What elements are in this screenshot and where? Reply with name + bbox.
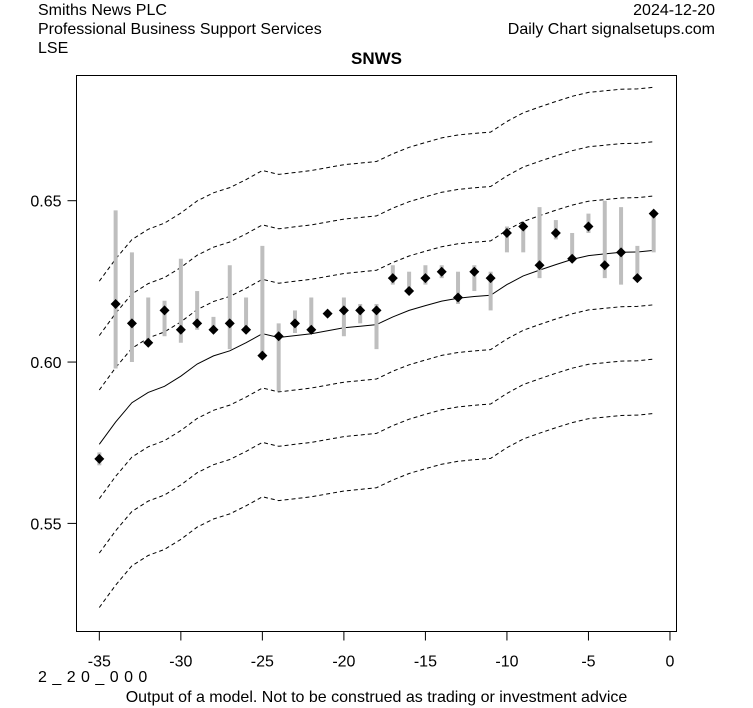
- close-marker: [648, 208, 659, 219]
- close-marker: [94, 453, 105, 464]
- model-code: 2 _ 2 0 _ 0 0 0: [38, 669, 148, 686]
- header-left: Smiths News PLC Professional Business Su…: [38, 1, 322, 58]
- close-marker: [387, 273, 398, 284]
- chart-source: Daily Chart signalsetups.com: [507, 21, 715, 38]
- chart-date: 2024-12-20: [633, 2, 715, 19]
- y-tick-label: 0.60: [30, 355, 61, 372]
- close-marker: [110, 298, 121, 309]
- y-axis: 0.55 0.60 0.65: [30, 194, 77, 533]
- x-tick-label: -5: [581, 654, 595, 671]
- close-marker: [534, 260, 545, 271]
- close-marker: [159, 305, 170, 316]
- x-tick-label: -20: [332, 654, 355, 671]
- sector-name: Professional Business Support Services: [38, 21, 322, 38]
- close-marker: [126, 318, 137, 329]
- close-marker: [241, 324, 252, 335]
- close-marker: [550, 227, 561, 238]
- close-markers: [94, 208, 659, 464]
- x-axis: -35 -30 -25 -20 -15 -10 -5 0: [88, 631, 675, 671]
- band-line-minus1: [98, 304, 654, 499]
- company-name: Smiths News PLC: [38, 2, 167, 19]
- close-marker: [306, 324, 317, 335]
- close-marker: [355, 305, 366, 316]
- close-marker: [322, 308, 333, 319]
- x-tick-label: 0: [666, 654, 675, 671]
- close-marker: [371, 305, 382, 316]
- close-marker: [469, 266, 480, 277]
- close-marker: [420, 273, 431, 284]
- close-marker: [175, 324, 186, 335]
- close-marker: [485, 273, 496, 284]
- close-marker: [518, 221, 529, 232]
- close-marker: [208, 324, 219, 335]
- disclaimer: Output of a model. Not to be construed a…: [125, 689, 628, 706]
- close-marker: [583, 221, 594, 232]
- close-marker: [192, 318, 203, 329]
- close-marker: [404, 286, 415, 297]
- close-marker: [567, 253, 578, 264]
- close-marker: [599, 260, 610, 271]
- band-line-minus2: [98, 358, 654, 554]
- close-marker: [436, 266, 447, 277]
- y-tick-label: 0.65: [30, 194, 61, 211]
- y-tick-label: 0.55: [30, 516, 61, 533]
- close-marker: [143, 337, 154, 348]
- chart-title: SNWS: [351, 49, 402, 68]
- band-line-minus3: [98, 413, 654, 608]
- close-marker: [224, 318, 235, 329]
- close-marker: [289, 318, 300, 329]
- x-tick-label: -30: [169, 654, 192, 671]
- x-tick-label: -10: [495, 654, 518, 671]
- close-marker: [616, 247, 627, 258]
- x-tick-label: -15: [414, 654, 437, 671]
- header-right: 2024-12-20 Daily Chart signalsetups.com: [508, 1, 715, 39]
- close-marker: [632, 273, 643, 284]
- exchange-name: LSE: [38, 40, 69, 57]
- close-marker: [338, 305, 349, 316]
- close-marker: [453, 292, 464, 303]
- band-line-plus1: [98, 195, 654, 391]
- close-marker: [257, 350, 268, 361]
- band-lines: [98, 86, 654, 608]
- plot-frame: [76, 75, 677, 632]
- x-tick-label: -25: [251, 654, 274, 671]
- x-tick-label: -35: [88, 654, 111, 671]
- band-line-plus3: [98, 86, 654, 282]
- band-line-plus2: [98, 141, 654, 336]
- close-marker: [273, 331, 284, 342]
- close-marker: [501, 227, 512, 238]
